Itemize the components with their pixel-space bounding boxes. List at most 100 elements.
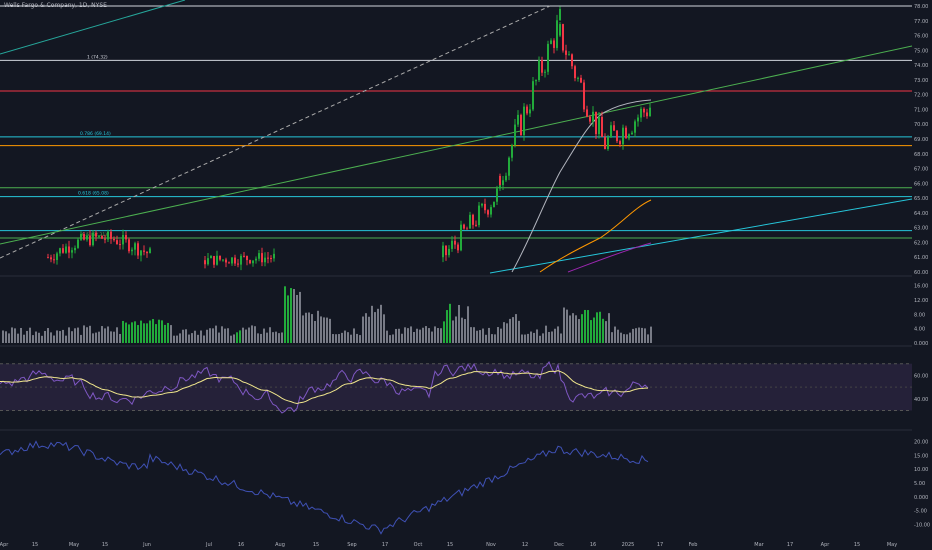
candle-body	[273, 253, 275, 259]
volume-bar	[341, 332, 343, 343]
volume-bar	[596, 312, 598, 343]
volume-bar	[521, 334, 523, 343]
price-tick-label: 69.00	[914, 137, 928, 143]
candle-body	[231, 257, 233, 264]
price-tick-label: 77.00	[914, 19, 928, 25]
candle-body	[544, 71, 546, 73]
volume-bar	[224, 328, 226, 343]
x-tick-label: 16	[590, 542, 596, 548]
fib-level-label: 1 (74.32)	[87, 54, 108, 60]
candle-body	[116, 240, 118, 245]
candle-body	[559, 24, 561, 36]
volume-bar	[80, 334, 82, 343]
candle-body	[264, 257, 266, 263]
candle-body	[104, 238, 106, 240]
candle-body	[77, 239, 79, 248]
volume-bar	[545, 325, 547, 343]
volume-bar	[503, 322, 505, 343]
candle-body	[604, 136, 606, 150]
candle-body	[559, 8, 561, 21]
candle-body	[71, 250, 73, 253]
volume-bar	[581, 314, 583, 343]
volume-bar	[119, 333, 121, 343]
candle-body	[556, 20, 558, 48]
candle-body	[547, 43, 549, 72]
candle-body	[92, 232, 94, 246]
candle-body	[466, 228, 468, 230]
volume-bar	[56, 330, 58, 343]
price-tick-label: 64.00	[914, 211, 928, 217]
volume-bar	[431, 331, 433, 343]
volume-bar	[542, 333, 544, 343]
volume-bar	[623, 334, 625, 343]
volume-bar	[473, 327, 475, 343]
volume-bar	[551, 331, 553, 343]
candle-body	[583, 82, 585, 110]
candle-body	[219, 255, 221, 260]
volume-bar	[209, 328, 211, 343]
volume-bar	[380, 304, 382, 343]
candle-body	[478, 205, 480, 226]
candle-body	[562, 24, 564, 51]
volume-bar	[530, 331, 532, 343]
volume-bar	[107, 326, 109, 343]
candle-body	[535, 80, 537, 82]
candle-body	[143, 250, 145, 252]
oscillator-pane	[0, 440, 649, 535]
volume-bar	[35, 331, 37, 343]
candle-body	[267, 257, 269, 259]
fib-level-label: 0.618 (65.08)	[78, 191, 109, 197]
volume-bar	[302, 315, 304, 343]
candle-body	[101, 235, 103, 239]
volume-bar	[575, 315, 577, 343]
x-tick-label: Nov	[486, 542, 496, 548]
volume-bar	[230, 335, 232, 343]
x-tick-label: Apr	[821, 542, 831, 548]
volume-bar	[572, 313, 574, 343]
volume-bar	[539, 335, 541, 343]
candle-body	[62, 248, 64, 253]
volume-bar	[113, 331, 115, 343]
volume-bar	[299, 291, 301, 343]
volume-bar	[179, 333, 181, 343]
candle-body	[523, 106, 525, 136]
volume-bar	[164, 324, 166, 343]
volume-bar	[242, 327, 244, 343]
volume-bar	[314, 321, 316, 343]
volume-bar	[509, 318, 511, 343]
candle-body	[526, 106, 528, 114]
x-tick-label: 12	[522, 542, 528, 548]
osc-tick-label: 15.00	[914, 453, 928, 459]
volume-bar	[527, 333, 529, 343]
volume-bar	[485, 334, 487, 343]
volume-bar	[239, 330, 241, 343]
sma-purple	[567, 242, 652, 273]
x-tick-label: 15	[447, 542, 453, 548]
candle-body	[140, 250, 142, 256]
x-tick-label: May	[69, 542, 79, 548]
volume-bar	[419, 329, 421, 343]
price-tick-label: 71.00	[914, 107, 928, 113]
candle-body	[448, 248, 450, 256]
volume-bar	[188, 334, 190, 343]
volume-bar	[413, 332, 415, 343]
volume-bar	[158, 319, 160, 343]
candle-body	[484, 203, 486, 211]
candle-body	[649, 107, 651, 117]
volume-bar	[20, 327, 22, 343]
candle-body	[74, 247, 76, 251]
volume-bar	[452, 320, 454, 343]
volume-bar	[335, 334, 337, 343]
volume-bar	[275, 331, 277, 343]
candle-body	[56, 253, 58, 261]
volume-bar	[95, 332, 97, 343]
candle-body	[481, 203, 483, 206]
x-tick-label: May	[887, 542, 897, 548]
osc-tick-label: 10.00	[914, 467, 928, 473]
volume-bar	[86, 327, 88, 343]
volume-bar	[305, 312, 307, 343]
price-tick-label: 68.00	[914, 152, 928, 158]
volume-bar	[449, 303, 451, 343]
volume-bar	[236, 332, 238, 343]
